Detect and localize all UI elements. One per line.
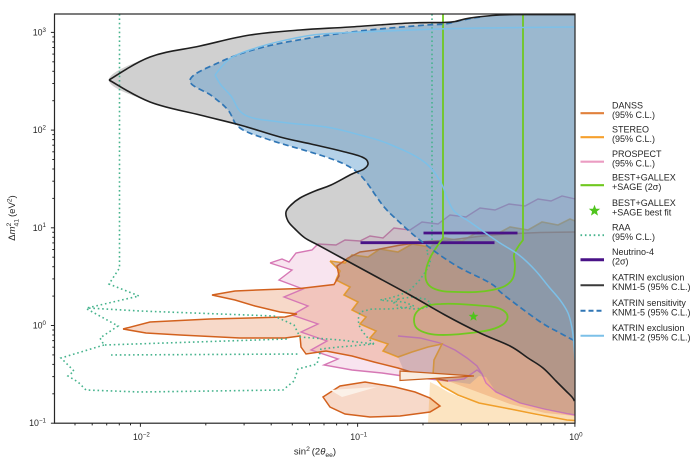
- svg-text:(95% C.L.): (95% C.L.): [612, 134, 655, 144]
- svg-text:RAA: RAA: [612, 223, 631, 233]
- svg-text:DANSS: DANSS: [612, 101, 643, 111]
- svg-text:100: 100: [33, 320, 47, 331]
- svg-text:PROSPECT: PROSPECT: [612, 149, 662, 159]
- svg-text:KATRIN sensitivity: KATRIN sensitivity: [612, 298, 686, 308]
- svg-text:10−2: 10−2: [133, 431, 150, 442]
- svg-text:10−1: 10−1: [350, 431, 367, 442]
- svg-text:BEST+GALLEX: BEST+GALLEX: [612, 173, 676, 183]
- svg-text:+SAGE (2σ): +SAGE (2σ): [612, 182, 661, 192]
- svg-text:(95% C.L.): (95% C.L.): [612, 110, 655, 120]
- svg-text:100: 100: [569, 431, 583, 442]
- svg-text:KNM1-5 (95% C.L.): KNM1-5 (95% C.L.): [612, 308, 691, 318]
- svg-text:Δm241 (eV2): Δm241 (eV2): [6, 195, 21, 240]
- svg-text:(95% C.L.): (95% C.L.): [612, 159, 655, 169]
- svg-text:(2σ): (2σ): [612, 257, 629, 267]
- svg-text:10−1: 10−1: [29, 418, 46, 429]
- svg-text:BEST+GALLEX: BEST+GALLEX: [612, 198, 676, 208]
- svg-text:+SAGE best fit: +SAGE best fit: [612, 208, 672, 218]
- svg-text:102: 102: [33, 125, 47, 136]
- svg-text:(95% C.L.): (95% C.L.): [612, 232, 655, 242]
- svg-text:Neutrino-4: Neutrino-4: [612, 247, 654, 257]
- svg-text:STEREO: STEREO: [612, 125, 649, 135]
- svg-text:103: 103: [33, 27, 47, 38]
- svg-text:KATRIN exclusion: KATRIN exclusion: [612, 323, 684, 333]
- svg-text:KATRIN exclusion: KATRIN exclusion: [612, 273, 684, 283]
- svg-text:101: 101: [33, 222, 47, 233]
- svg-text:KNM1-5 (95% C.L.): KNM1-5 (95% C.L.): [612, 282, 691, 292]
- svg-text:KNM1-2 (95% C.L.): KNM1-2 (95% C.L.): [612, 333, 691, 343]
